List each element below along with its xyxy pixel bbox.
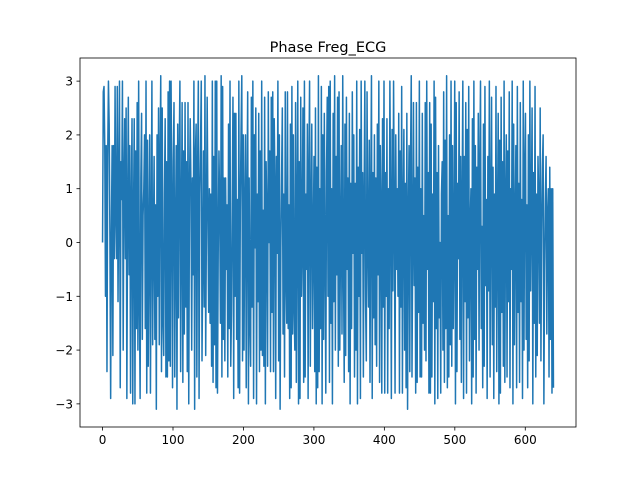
y-axis: −3 −2 −1 0 1 2 3: [55, 75, 80, 411]
series-line-0: [101, 75, 555, 410]
y-tick-label: −1: [55, 290, 73, 304]
x-tick-label: 0: [99, 433, 107, 447]
x-tick-label: 200: [232, 433, 255, 447]
x-tick-label: 300: [302, 433, 325, 447]
y-tick-label: −2: [55, 344, 73, 358]
plot-area: [79, 57, 577, 428]
x-axis: 0 100 200 300 400 500 600: [99, 427, 537, 447]
y-tick-label: −3: [55, 397, 73, 411]
y-tick-label: 0: [65, 236, 73, 250]
x-tick-label: 100: [162, 433, 185, 447]
chart-title: Phase Freg_ECG: [270, 40, 387, 56]
y-tick-label: 1: [65, 182, 73, 196]
x-tick-label: 500: [443, 433, 466, 447]
x-tick-label: 400: [373, 433, 396, 447]
x-tick-label: 600: [514, 433, 537, 447]
y-tick-label: 2: [65, 128, 73, 142]
y-tick-label: 3: [65, 75, 73, 89]
